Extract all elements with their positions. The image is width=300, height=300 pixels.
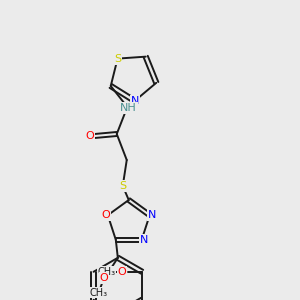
Text: CH₃: CH₃ <box>97 267 115 277</box>
Text: O: O <box>99 273 108 283</box>
Text: N: N <box>140 235 148 245</box>
Text: S: S <box>114 54 121 64</box>
Text: N: N <box>130 96 139 106</box>
Text: N: N <box>148 210 156 220</box>
Text: O: O <box>85 131 94 141</box>
Text: O: O <box>118 267 126 277</box>
Text: NH: NH <box>120 103 137 113</box>
Text: CH₃: CH₃ <box>90 288 108 298</box>
Text: S: S <box>119 181 126 191</box>
Text: O: O <box>101 210 110 220</box>
